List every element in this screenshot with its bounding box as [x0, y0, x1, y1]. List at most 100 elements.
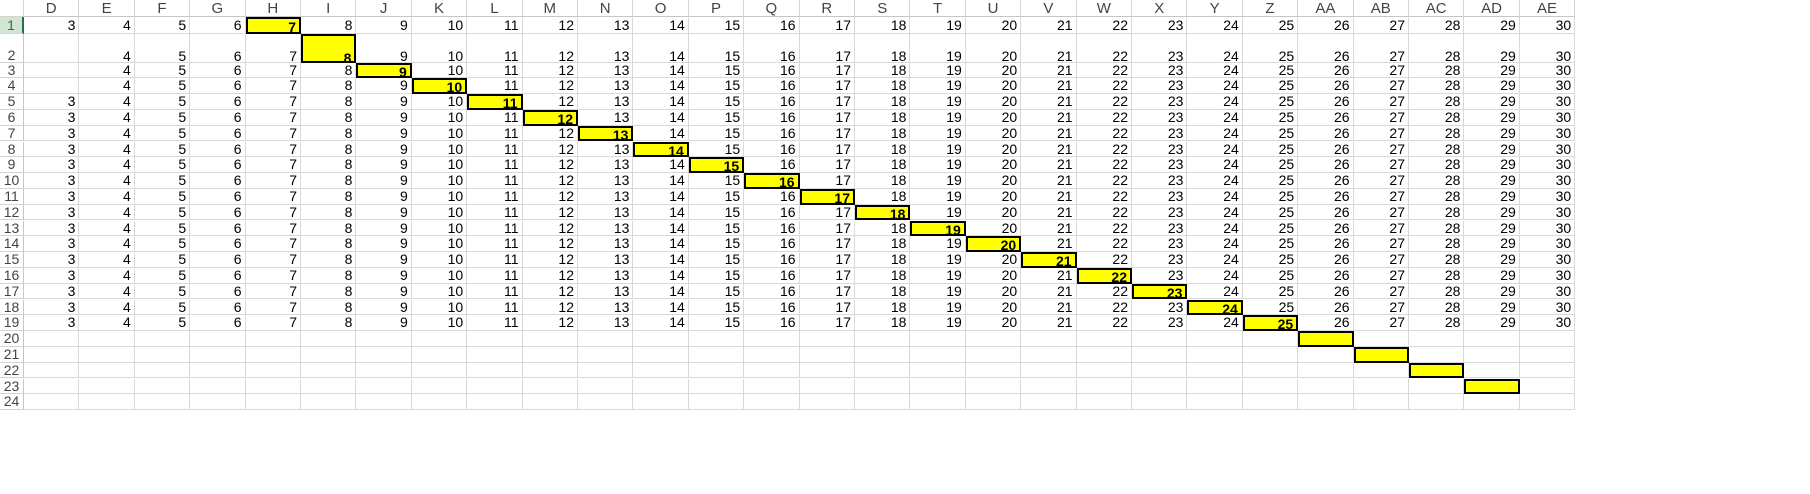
cell[interactable]: 14	[633, 220, 689, 237]
cell[interactable]	[578, 331, 634, 347]
highlighted-cell[interactable]	[1409, 362, 1465, 379]
cell[interactable]: 23	[1132, 78, 1188, 95]
cell[interactable]	[522, 378, 578, 395]
cell[interactable]: 14	[633, 94, 689, 110]
row-header-13[interactable]: 13	[0, 220, 24, 237]
cell[interactable]	[1242, 394, 1299, 411]
cell[interactable]: 20	[965, 94, 1022, 110]
cell[interactable]	[1353, 394, 1409, 411]
cell[interactable]: 29	[1464, 315, 1520, 332]
cell[interactable]: 28	[1409, 299, 1465, 316]
row-header-24[interactable]: 24	[0, 393, 24, 411]
cell[interactable]: 16	[744, 315, 800, 332]
cell[interactable]: 12	[522, 94, 578, 110]
cell[interactable]: 16	[744, 62, 800, 79]
cell[interactable]	[356, 362, 412, 379]
cell[interactable]: 17	[799, 62, 855, 79]
cell[interactable]: 3	[24, 267, 80, 284]
cell[interactable]: 8	[301, 109, 357, 126]
cell[interactable]: 30	[1519, 252, 1576, 268]
cell[interactable]: 24	[1187, 17, 1243, 34]
cell[interactable]: 5	[134, 315, 191, 332]
cell[interactable]: 22	[1076, 141, 1132, 158]
cell[interactable]: 29	[1464, 157, 1520, 174]
cell[interactable]: 9	[356, 109, 412, 126]
cell[interactable]: 28	[1409, 252, 1465, 268]
cell[interactable]	[1076, 378, 1132, 395]
cell[interactable]: 15	[688, 78, 745, 95]
cell[interactable]: 4	[79, 299, 135, 316]
cell[interactable]: 29	[1464, 17, 1520, 34]
cell[interactable]: 29	[1464, 236, 1520, 253]
cell[interactable]: 22	[1076, 236, 1132, 253]
cell[interactable]: 27	[1353, 157, 1409, 174]
cell[interactable]: 24	[1187, 125, 1243, 142]
cell[interactable]: 5	[134, 62, 191, 79]
cell[interactable]	[799, 378, 855, 395]
cell[interactable]: 22	[1076, 33, 1132, 63]
cell[interactable]: 19	[910, 62, 966, 79]
cell[interactable]: 29	[1464, 109, 1520, 126]
cell[interactable]: 17	[799, 283, 855, 300]
cell[interactable]: 4	[79, 283, 135, 300]
cell[interactable]: 29	[1464, 33, 1520, 63]
cell[interactable]: 30	[1519, 315, 1576, 332]
cell[interactable]: 7	[245, 173, 301, 189]
cell[interactable]: 15	[688, 141, 745, 158]
cell[interactable]	[1242, 362, 1299, 379]
cell[interactable]: 18	[855, 220, 911, 237]
cell[interactable]: 21	[1021, 236, 1077, 253]
cell[interactable]: 15	[688, 236, 745, 253]
cell[interactable]: 29	[1464, 188, 1520, 205]
cell[interactable]: 18	[855, 188, 911, 205]
cell[interactable]: 26	[1298, 78, 1354, 95]
cell[interactable]	[1519, 331, 1576, 347]
cell[interactable]: 11	[467, 188, 523, 205]
cell[interactable]: 26	[1298, 109, 1354, 126]
cell[interactable]: 14	[633, 157, 689, 174]
cell[interactable]: 26	[1298, 299, 1354, 316]
cell[interactable]: 14	[633, 283, 689, 300]
cell[interactable]: 28	[1409, 236, 1465, 253]
cell[interactable]: 30	[1519, 188, 1576, 205]
cell[interactable]: 5	[134, 17, 191, 34]
column-header-z[interactable]: Z	[1242, 0, 1299, 17]
cell[interactable]	[1076, 346, 1132, 363]
cell[interactable]: 21	[1021, 283, 1077, 300]
cell[interactable]: 18	[855, 252, 911, 268]
cell[interactable]: 5	[134, 267, 191, 284]
cell[interactable]	[744, 378, 800, 395]
cell[interactable]: 21	[1021, 125, 1077, 142]
cell[interactable]: 13	[578, 236, 634, 253]
cell[interactable]: 13	[578, 173, 634, 189]
cell[interactable]	[910, 362, 966, 379]
cell[interactable]: 29	[1464, 125, 1520, 142]
cell[interactable]: 14	[633, 315, 689, 332]
cell[interactable]: 9	[356, 188, 412, 205]
cell[interactable]	[24, 78, 80, 95]
cell[interactable]	[1076, 331, 1132, 347]
cell[interactable]: 16	[744, 283, 800, 300]
cell[interactable]: 15	[688, 299, 745, 316]
cell[interactable]	[1519, 378, 1576, 395]
cell[interactable]: 6	[190, 109, 246, 126]
highlighted-cell[interactable]: 23	[1132, 283, 1188, 300]
cell[interactable]: 25	[1242, 204, 1299, 221]
cell[interactable]	[1132, 331, 1188, 347]
cell[interactable]: 13	[578, 220, 634, 237]
cell[interactable]: 11	[467, 17, 523, 34]
cell[interactable]: 17	[799, 33, 855, 63]
cell[interactable]: 22	[1076, 125, 1132, 142]
cell[interactable]	[79, 378, 135, 395]
highlighted-cell[interactable]: 21	[1021, 252, 1077, 268]
cell[interactable]: 13	[578, 315, 634, 332]
cell[interactable]: 13	[578, 109, 634, 126]
cell[interactable]: 11	[467, 125, 523, 142]
cell[interactable]	[1021, 362, 1077, 379]
cell[interactable]	[24, 62, 80, 79]
highlighted-cell[interactable]: 11	[467, 94, 523, 110]
cell[interactable]	[1021, 378, 1077, 395]
cell[interactable]: 20	[965, 33, 1022, 63]
cell[interactable]: 22	[1076, 78, 1132, 95]
cell[interactable]: 13	[578, 62, 634, 79]
